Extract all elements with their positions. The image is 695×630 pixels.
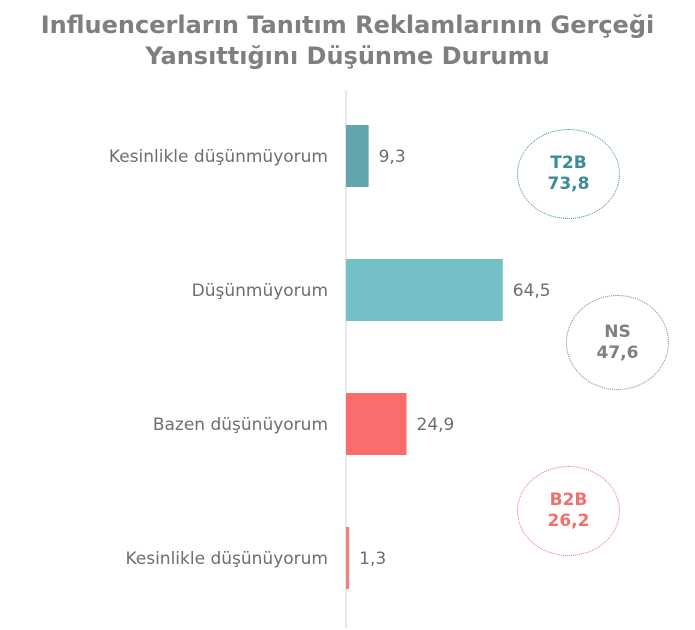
chart-title: Influencerların Tanıtım Reklamlarının Ge… xyxy=(0,10,695,72)
value-label-bazen-dusunuyorum: 24,9 xyxy=(417,415,455,435)
chart-title-line-1: Influencerların Tanıtım Reklamlarının Ge… xyxy=(40,11,655,39)
summary-badge-b2b-value: 26,2 xyxy=(547,511,590,531)
value-label-kesinlikle-dusunuyorum: 1,3 xyxy=(359,549,386,569)
bar-dusunmuyorum xyxy=(346,259,503,321)
summary-badge-t2b: T2B 73,8 xyxy=(517,129,620,219)
category-label-kesinlikle-dusunuyorum: Kesinlikle düşünüyorum xyxy=(125,549,328,569)
summary-badge-t2b-value: 73,8 xyxy=(547,174,590,194)
bar-kesinlikle-dusunmuyorum xyxy=(346,125,369,187)
category-label-bazen-dusunuyorum: Bazen düşünüyorum xyxy=(153,415,328,435)
category-label-dusunmuyorum: Düşünmüyorum xyxy=(192,281,328,301)
summary-badge-b2b: B2B 26,2 xyxy=(517,466,620,556)
chart-title-line-2: Yansıttığını Düşünme Durumu xyxy=(145,42,550,70)
bar-bazen-dusunuyorum xyxy=(346,393,407,455)
value-label-kesinlikle-dusunmuyorum: 9,3 xyxy=(379,147,406,167)
category-label-kesinlikle-dusunmuyorum: Kesinlikle düşünmüyorum xyxy=(109,147,328,167)
bar-kesinlikle-dusunuyorum xyxy=(346,527,350,589)
summary-badge-b2b-label: B2B xyxy=(549,490,588,510)
value-label-dusunmuyorum: 64,5 xyxy=(513,281,551,301)
summary-badge-ns-value: 47,6 xyxy=(596,342,639,363)
summary-badge-ns-label: NS xyxy=(604,321,631,342)
summary-badge-ns: NS 47,6 xyxy=(566,295,669,390)
bars-layer: Kesinlikle düşünmüyorum 9,3 Düşünmüyorum 64… xyxy=(109,125,551,589)
summary-badge-t2b-label: T2B xyxy=(550,153,587,173)
